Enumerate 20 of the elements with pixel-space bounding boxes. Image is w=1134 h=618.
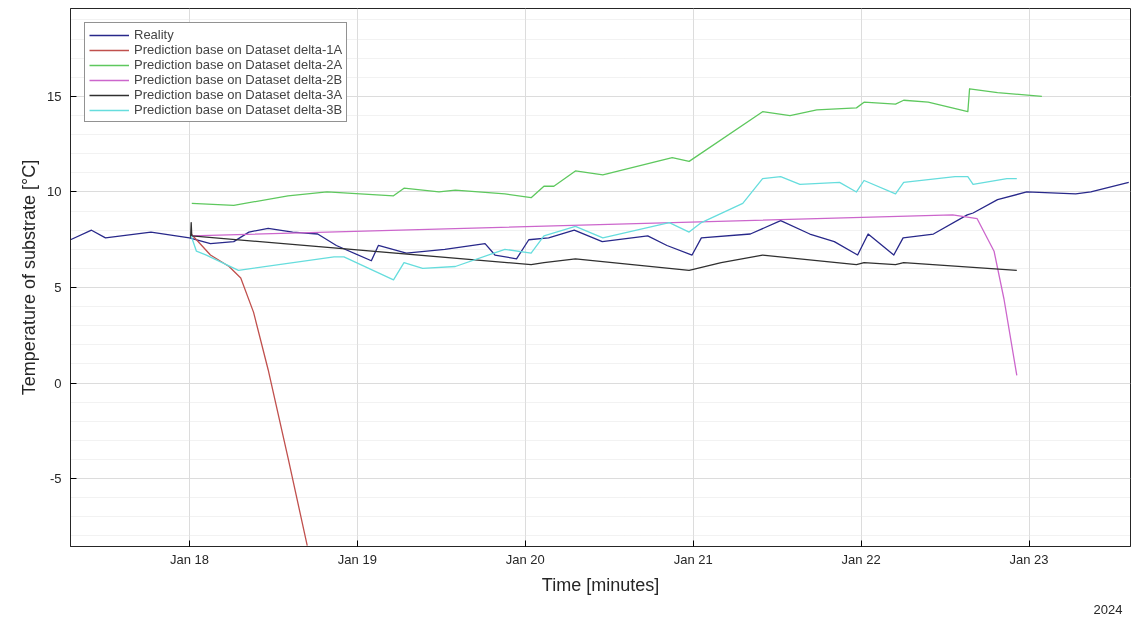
x-tick-label: Jan 19 — [337, 551, 377, 567]
x-axis-title: Time [minutes] — [541, 574, 660, 595]
y-tick-label: -5 — [49, 471, 62, 487]
legend-label: Prediction base on Dataset delta-2B — [134, 72, 343, 87]
legend-label: Prediction base on Dataset delta-2A — [134, 57, 343, 72]
x-tick-label: Jan 22 — [841, 551, 881, 567]
x-tick-label: Jan 23 — [1009, 551, 1049, 567]
legend-label: Reality — [134, 27, 174, 42]
x-tick-label: Jan 18 — [169, 551, 209, 567]
y-tick-label: 0 — [54, 375, 62, 391]
y-tick-label: 15 — [47, 88, 62, 104]
text: 2024 — [1093, 601, 1123, 617]
x-tick-label: Jan 21 — [673, 551, 713, 567]
legend-label: Prediction base on Dataset delta-3B — [134, 102, 343, 117]
y-axis-title: Temperature of substrate [°C] — [19, 159, 40, 396]
y-tick-label: 5 — [54, 280, 62, 296]
x-tick-label: Jan 20 — [505, 551, 545, 567]
y-tick-label: 10 — [47, 184, 62, 200]
legend-label: Prediction base on Dataset delta-1A — [134, 42, 343, 57]
legend-label: Prediction base on Dataset delta-3A — [134, 87, 343, 102]
